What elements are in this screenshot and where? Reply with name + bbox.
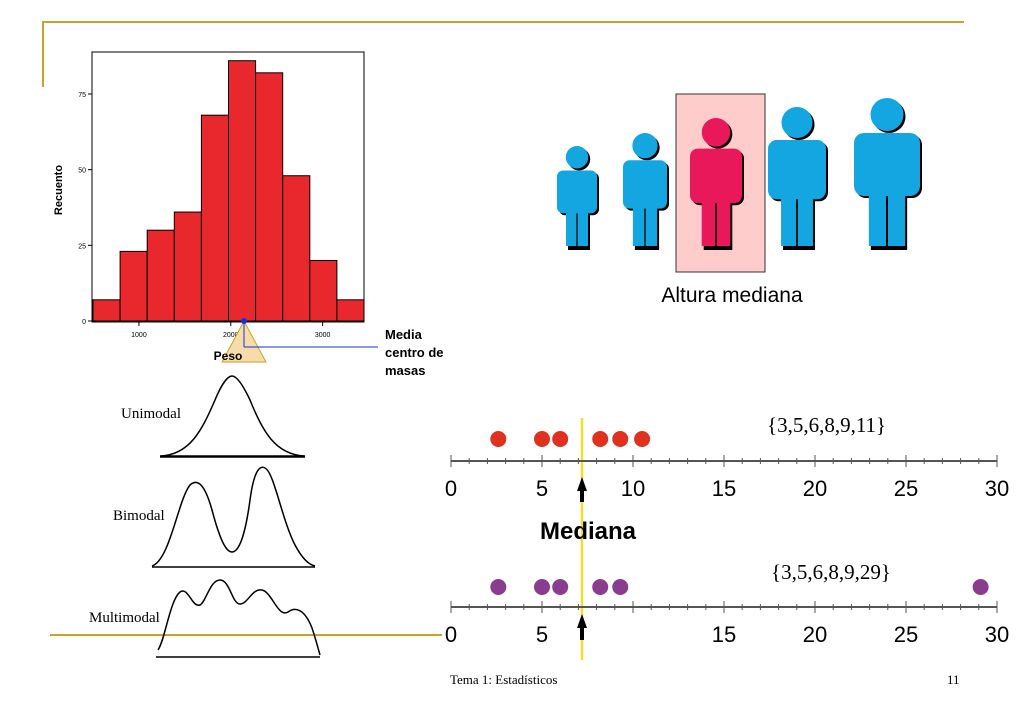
person-leg bbox=[868, 194, 887, 246]
histogram-ytick-label: 0 bbox=[82, 319, 86, 326]
data-point bbox=[552, 431, 569, 447]
multimodal-label: Multimodal bbox=[89, 610, 160, 626]
data-point bbox=[612, 579, 629, 595]
median-arrow-icon bbox=[577, 477, 587, 502]
median-height-illustration: Altura mediana bbox=[557, 93, 922, 307]
median-dot-plots: {3,5,6,8,9,11} {3,5,6,8,9,29} 0 5 10 15 20 25… bbox=[445, 413, 1009, 660]
axis2-tick-label: 25 bbox=[894, 622, 918, 647]
bimodal-curve bbox=[151, 466, 316, 567]
footer-title: Tema 1: Estadísticos bbox=[450, 672, 558, 687]
mediana-title: Mediana bbox=[540, 518, 637, 545]
data-point bbox=[490, 431, 507, 447]
data-point bbox=[592, 431, 609, 447]
set2-label: {3,5,6,8,9,29} bbox=[771, 560, 891, 584]
top-rule bbox=[42, 21, 964, 23]
histogram-bar bbox=[173, 211, 202, 322]
person-head bbox=[781, 107, 813, 139]
person-body bbox=[690, 148, 742, 204]
data-point bbox=[534, 579, 550, 595]
histogram-ylabel: Recuento bbox=[53, 165, 65, 215]
histogram-bar bbox=[255, 72, 284, 322]
mean-dot bbox=[241, 318, 247, 324]
axis1-tick-label: 5 bbox=[536, 476, 548, 501]
person-head bbox=[701, 118, 731, 147]
histogram-bar bbox=[336, 299, 365, 322]
person-icon bbox=[854, 98, 922, 250]
person-head bbox=[565, 146, 589, 169]
person-icon bbox=[623, 133, 669, 250]
median-arrow-icon bbox=[577, 614, 587, 640]
histogram-xtick-label: 1000 bbox=[131, 332, 147, 339]
histogram: 0 25 50 75 1000 2000 3000 Recuento Peso Media… bbox=[53, 51, 444, 378]
axis2-tick-label: 30 bbox=[985, 622, 1009, 647]
person-leg bbox=[781, 197, 797, 246]
histogram-bar bbox=[119, 250, 148, 322]
person-icon bbox=[768, 107, 828, 250]
histogram-bar bbox=[200, 114, 229, 322]
data-point bbox=[612, 431, 629, 447]
person-leg bbox=[566, 211, 577, 246]
axis2-tick-label: 5 bbox=[536, 622, 548, 647]
person-body bbox=[854, 133, 920, 196]
median-person-icon bbox=[690, 118, 744, 250]
footer-page-number: 11 bbox=[947, 672, 960, 687]
person-body bbox=[768, 140, 826, 200]
histogram-xlabel: Peso bbox=[214, 349, 243, 363]
person-body bbox=[557, 170, 597, 214]
person-leg bbox=[716, 201, 731, 246]
mean-label-line2: centro de bbox=[385, 345, 444, 360]
axis1-tick-label: 30 bbox=[985, 476, 1009, 501]
axis2-tick-label: 15 bbox=[712, 622, 736, 647]
unimodal-curve bbox=[159, 375, 306, 457]
axis1-tick-label: 20 bbox=[803, 476, 827, 501]
person-leg bbox=[632, 206, 645, 246]
axis1-tick-label: 0 bbox=[445, 476, 457, 501]
person-leg bbox=[645, 206, 658, 246]
left-rule bbox=[42, 21, 44, 87]
histogram-bar bbox=[92, 299, 121, 322]
person-icon bbox=[557, 146, 599, 250]
person-head bbox=[632, 133, 658, 159]
modality-curves: Unimodal Bimodal Multimodal bbox=[89, 375, 321, 658]
bottom-rule bbox=[50, 634, 442, 636]
histogram-bar bbox=[146, 229, 175, 322]
axis1-tick-label: 10 bbox=[621, 476, 645, 501]
multimodal-curve bbox=[157, 579, 321, 656]
axis2-tick-label: 0 bbox=[445, 622, 457, 647]
axis2-tick-label: 20 bbox=[803, 622, 827, 647]
person-body bbox=[623, 160, 667, 209]
person-leg bbox=[887, 194, 906, 246]
histogram-ytick-label: 50 bbox=[78, 168, 86, 175]
person-leg bbox=[797, 197, 813, 246]
data-point bbox=[534, 431, 550, 447]
bimodal-label: Bimodal bbox=[113, 508, 165, 524]
histogram-bar bbox=[228, 60, 257, 322]
axis1-tick-label: 25 bbox=[894, 476, 918, 501]
histogram-bar bbox=[309, 259, 338, 322]
person-head bbox=[870, 98, 904, 131]
person-leg bbox=[701, 201, 716, 246]
set1-label: {3,5,6,8,9,11} bbox=[767, 413, 886, 437]
unimodal-label: Unimodal bbox=[121, 406, 181, 422]
histogram-xtick-label: 3000 bbox=[315, 332, 331, 339]
histogram-ytick-label: 75 bbox=[78, 92, 86, 99]
mean-label-line1: Media bbox=[385, 327, 423, 342]
histogram-ytick-label: 25 bbox=[78, 243, 86, 250]
heights-caption: Altura mediana bbox=[661, 284, 803, 307]
data-point bbox=[972, 579, 989, 595]
axis1-tick-label: 15 bbox=[712, 476, 736, 501]
data-point bbox=[592, 579, 609, 595]
mean-label-line3: masas bbox=[385, 363, 425, 378]
person-leg bbox=[577, 211, 588, 246]
data-point bbox=[634, 431, 651, 447]
data-point bbox=[552, 579, 569, 595]
histogram-xtick-label: 2000 bbox=[223, 332, 239, 339]
data-point bbox=[490, 579, 507, 595]
histogram-bar bbox=[282, 175, 311, 322]
